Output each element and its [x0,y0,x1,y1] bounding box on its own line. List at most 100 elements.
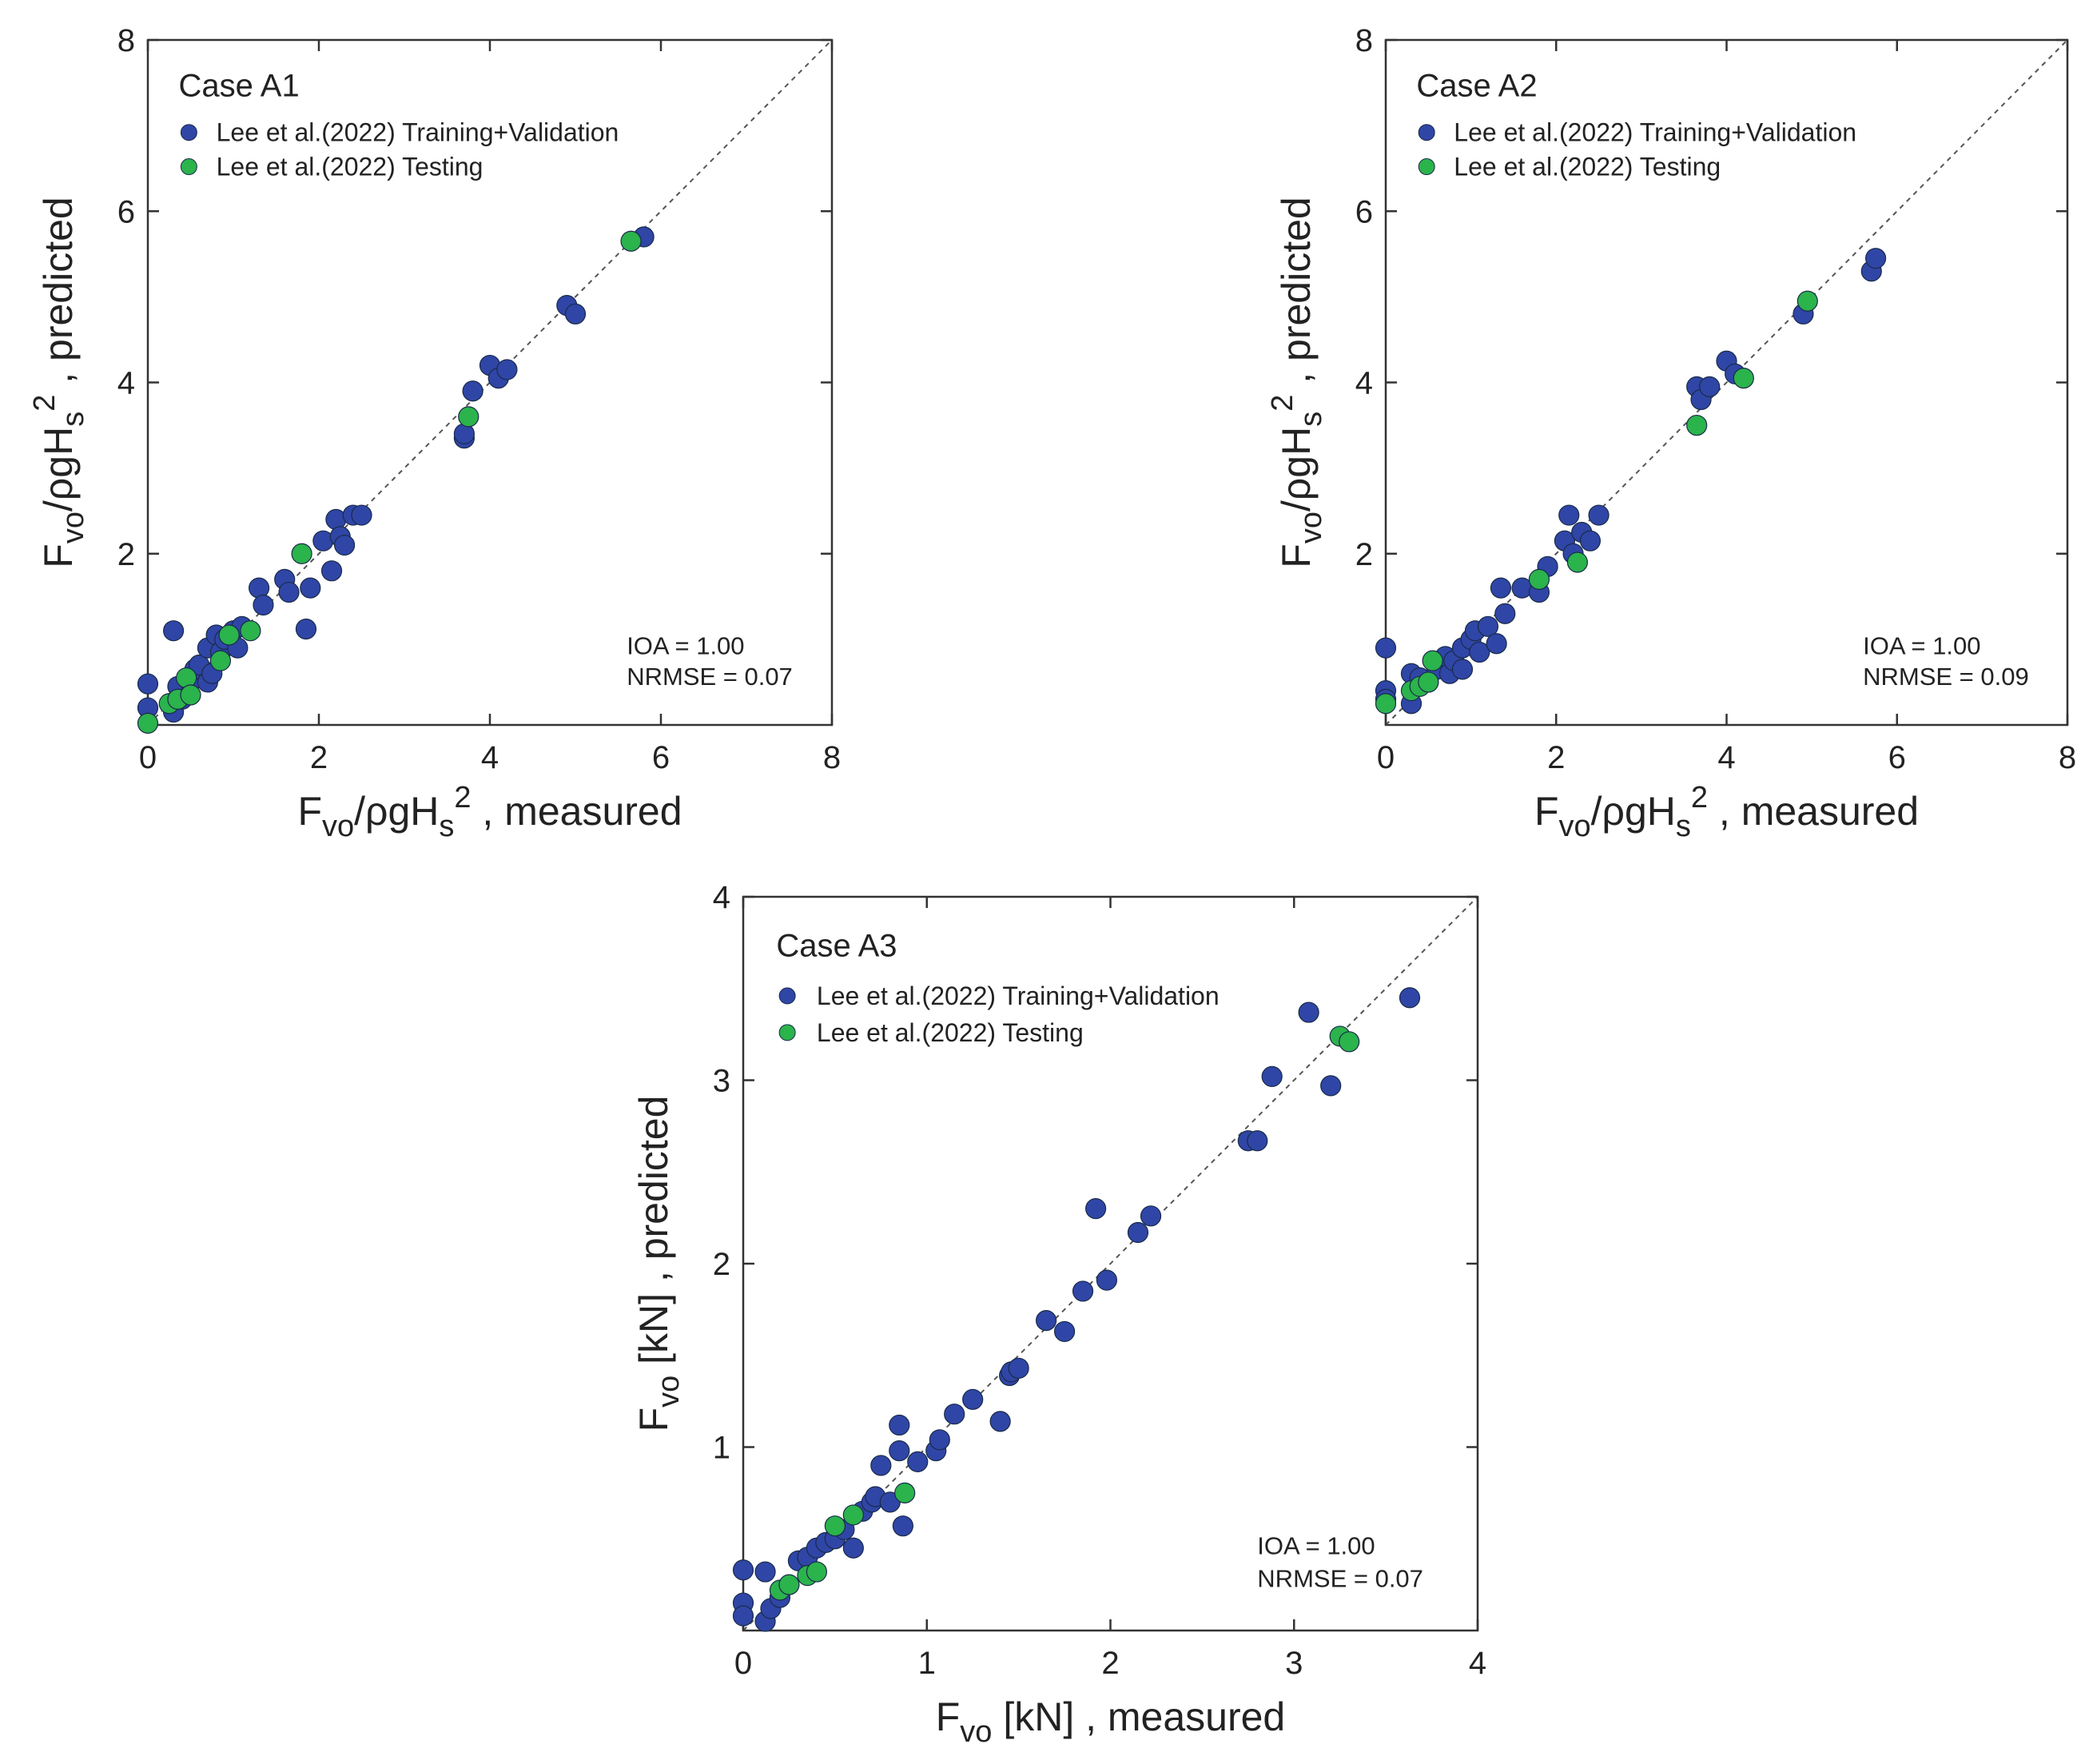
data-point [1469,641,1490,663]
data-point [1339,1031,1360,1053]
data-point [944,1404,965,1425]
chart-title: Case A2 [1416,69,1537,104]
legend-label: Lee et al.(2022) Training+Validation [217,118,619,147]
data-point [870,1455,892,1476]
axis-label-part: 2 [1691,781,1708,814]
data-point [929,1429,950,1451]
data-point [842,1504,864,1526]
data-point [1008,1357,1029,1379]
data-point [1375,637,1397,659]
data-point [291,543,312,564]
data-point [806,1561,828,1583]
axis-label-part: [kN] , measured [992,1694,1285,1739]
x-tick-label: 4 [1469,1646,1486,1681]
axis-label-part: vo [1295,512,1328,544]
axis-label-part: s [439,810,454,843]
axis-label-part: /ρgH [1274,427,1319,512]
axis-label-part: /ρgH [354,789,439,834]
data-point [962,1388,984,1410]
y-tick-label: 3 [713,1064,730,1099]
data-point [1686,414,1708,436]
y-tick-label: 6 [1355,194,1373,229]
y-tick-label: 4 [713,880,730,915]
axis-label: Fvo [kN] , predicted [631,1096,686,1432]
data-point [1864,248,1887,269]
y-tick-label: 4 [1355,366,1373,401]
axis-label: Fvo/ρgHs2 , measured [297,781,682,843]
data-point [1320,1075,1342,1097]
y-tick-label: 6 [117,194,135,229]
y-tick-label: 4 [117,366,135,401]
axis-label-part: , predicted [36,197,81,394]
axis-label: Fvo/ρgHs2 , predicted [1266,197,1328,567]
data-point [1566,551,1589,573]
annotation: IOA = 1.00 [627,631,744,659]
legend-marker [180,158,197,176]
x-tick-label: 4 [481,740,499,775]
axis-label-part: F [631,1408,676,1432]
data-point [907,1451,929,1472]
data-point [1451,659,1474,680]
identity-line [1385,39,2068,726]
data-point [176,667,197,689]
data-point [824,1515,846,1537]
data-point [137,712,159,734]
axis-label-part: vo [960,1715,992,1749]
y-tick-label: 2 [117,537,135,572]
y-tick-label: 8 [1355,23,1373,58]
data-point [1486,633,1507,655]
x-tick-label: 0 [1377,740,1395,775]
data-point [1699,376,1721,397]
axis-label-part: , predicted [1274,197,1319,394]
data-point [209,650,232,671]
legend-label: Lee et al.(2022) Testing [817,1018,1084,1047]
data-point [1399,987,1421,1009]
axis-label-part: , measured [472,789,682,834]
axis-label: Fvo [kN] , measured [936,1694,1285,1749]
legend-marker [1418,124,1435,141]
y-tick-label: 2 [713,1247,730,1282]
data-point [218,624,240,646]
chart-title: Case A3 [776,929,897,964]
data-point [253,594,274,616]
chart-title: Case A1 [179,69,300,104]
legend-marker [1418,158,1435,176]
annotation: NRMSE = 0.09 [1863,663,2029,691]
data-point [300,577,321,599]
x-tick-label: 8 [823,740,841,775]
data-point [894,1482,916,1503]
data-point [180,684,201,706]
data-point [1261,1065,1283,1088]
data-point [754,1561,776,1583]
data-point [1127,1221,1149,1244]
data-point [842,1537,864,1559]
axis-label-part: F [936,1694,961,1739]
data-point [1418,671,1439,693]
data-point [163,620,185,642]
x-tick-label: 2 [310,740,328,775]
annotation: IOA = 1.00 [1863,631,1980,659]
x-tick-label: 4 [1717,740,1735,775]
annotation: NRMSE = 0.07 [1257,1565,1423,1593]
data-point [892,1515,913,1537]
data-point [453,423,476,444]
data-point [1490,577,1512,599]
data-point [1422,650,1443,671]
data-point [1096,1269,1118,1291]
x-tick-label: 2 [1101,1646,1119,1681]
data-point [1494,603,1516,624]
axis-label-part: vo [652,1376,686,1408]
data-point [240,620,261,642]
axis-label-part: s [57,412,90,427]
data-point [889,1414,910,1436]
axis-label-part: s [1295,412,1328,427]
data-point [1247,1130,1268,1152]
axis-label-part: 2 [1266,395,1299,412]
axis-label-part: F [297,789,322,834]
data-point [1579,530,1602,551]
legend-label: Lee et al.(2022) Testing [1454,153,1721,181]
axis-label-part: vo [1559,810,1591,843]
legend-marker [778,1024,796,1041]
x-tick-label: 2 [1547,740,1565,775]
